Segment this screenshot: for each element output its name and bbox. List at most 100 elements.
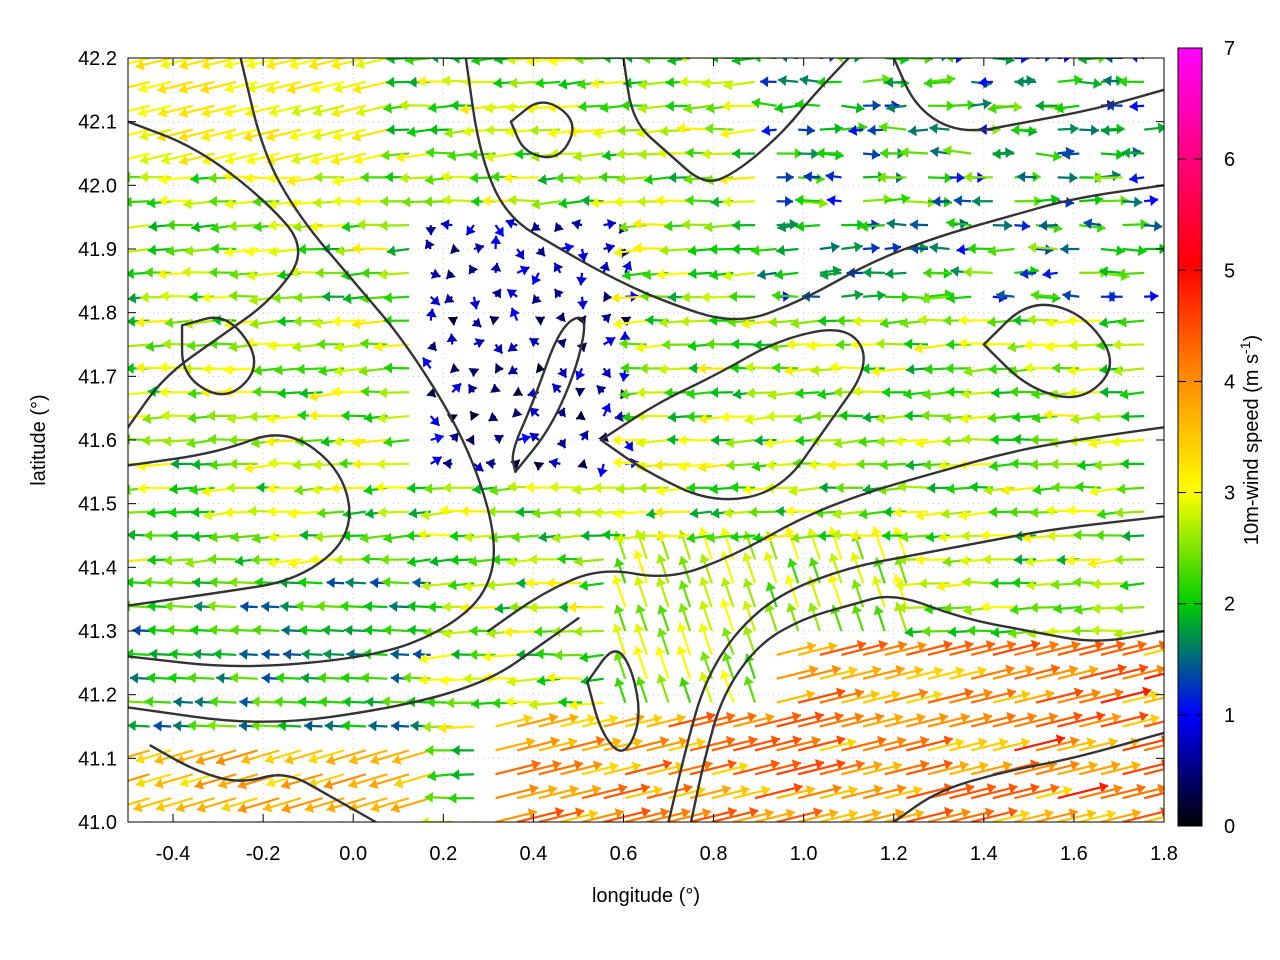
wind-vector-head [636, 437, 645, 449]
wind-vector-head [792, 735, 802, 747]
wind-vector-head [471, 195, 480, 207]
wind-vector-head [424, 483, 433, 495]
wind-vector-head [494, 602, 504, 614]
wind-vector-head [676, 645, 687, 656]
wind-vector [603, 809, 651, 822]
wind-vector-head [950, 265, 960, 277]
wind-vector-head [749, 806, 759, 818]
wind-vector-head [135, 825, 144, 836]
wind-vector-head [128, 315, 135, 327]
x-tick-label: 1.6 [1060, 843, 1088, 865]
colorbar-tick-label: 5 [1224, 260, 1235, 282]
wind-vector-head [946, 483, 955, 495]
wind-vector-head [732, 148, 741, 160]
wind-vector-head [482, 651, 491, 663]
wind-vector-head [558, 696, 567, 708]
wind-vector-head [923, 267, 932, 279]
wind-vector-head [206, 410, 215, 422]
wind-vector-head [408, 507, 418, 519]
wind-vector-head [806, 641, 817, 653]
wind-vector-head [795, 387, 804, 399]
wind-vector-head [972, 195, 981, 207]
wind-vector-head [816, 173, 825, 185]
wind-vector-head [117, 107, 126, 118]
wind-vector-head [201, 292, 211, 304]
wind-vector-head [430, 295, 440, 306]
wind-vector-head [616, 148, 625, 160]
wind-vector [128, 582, 129, 584]
wind-vector-head [548, 58, 557, 67]
wind-vector-head [521, 433, 531, 444]
wind-vector-head [620, 362, 629, 374]
wind-vectors [91, 58, 1164, 836]
wind-vector-head [791, 711, 801, 723]
wind-vector-head [97, 458, 105, 469]
wind-vector-head [720, 577, 732, 587]
wind-vector-head [637, 102, 647, 114]
contour-line [149, 744, 377, 822]
wind-vector-head [333, 436, 342, 448]
wind-vector-head [719, 598, 731, 609]
wind-vector-head [283, 648, 292, 660]
wind-vector-head [318, 365, 328, 377]
wind-vector-head [836, 315, 845, 327]
wind-vector-head [730, 338, 740, 350]
wind-vector-head [170, 458, 179, 470]
wind-vector-head [1100, 386, 1109, 398]
wind-vector-head [91, 778, 100, 789]
wind-vector-head [251, 437, 260, 449]
wind-vector-head [1042, 268, 1052, 280]
wind-vector-head [442, 601, 451, 613]
wind-vector-head [1074, 74, 1083, 86]
wind-vector-head [946, 58, 953, 63]
wind-vector-head [637, 530, 646, 542]
wind-vector-head [878, 639, 888, 651]
wind-vector-head [207, 600, 216, 612]
wind-vector-head [187, 720, 197, 732]
wind-vector-head [770, 735, 780, 747]
wind-vector-head [208, 195, 217, 207]
wind-vector-head [848, 124, 858, 136]
wind-vector-head [635, 676, 647, 687]
wind-vector-head [740, 785, 750, 796]
wind-vector-head [139, 154, 149, 165]
wind-vector [128, 558, 150, 563]
wind-vector-head [213, 648, 222, 660]
wind-vector [232, 820, 237, 822]
wind-vector-head [1115, 640, 1126, 651]
wind-vector-head [904, 410, 913, 422]
wind-vector-head [463, 531, 473, 543]
wind-vector-head [441, 171, 450, 183]
wind-vector [465, 820, 474, 822]
wind-vector-head [834, 711, 844, 723]
wind-vector-head [440, 219, 450, 231]
wind-vector-head [118, 223, 127, 234]
wind-vector-head [468, 368, 480, 377]
x-tick-label: 1.2 [880, 843, 908, 865]
wind-vector-head [341, 720, 350, 732]
wind-vector-head [871, 242, 880, 254]
wind-vector [128, 749, 150, 759]
wind-vector-head [816, 147, 825, 159]
wind-vector-head [472, 483, 481, 495]
wind-vector-head [632, 218, 642, 230]
wind-vector-head [725, 735, 736, 747]
wind-vector-head [162, 338, 171, 350]
wind-vector-head [1010, 458, 1019, 470]
wind-vector-head [161, 154, 171, 165]
wind-vector-head [751, 460, 761, 472]
wind-vector-head [470, 411, 480, 422]
wind-vector-head [116, 131, 125, 142]
wind-vector-head [947, 626, 957, 638]
wind-vector-head [1068, 664, 1078, 676]
wind-vector-head [488, 411, 499, 422]
wind-vector-head [374, 341, 383, 352]
wind-vector-head [187, 412, 197, 424]
wind-vector-head [128, 196, 132, 208]
wind-vector-head [234, 555, 244, 567]
wind-vector-head [189, 624, 199, 636]
wind-vector [128, 201, 129, 203]
wind-vector-head [920, 759, 930, 771]
wind-vector-head [729, 481, 739, 493]
wind-vector-head [915, 510, 924, 521]
